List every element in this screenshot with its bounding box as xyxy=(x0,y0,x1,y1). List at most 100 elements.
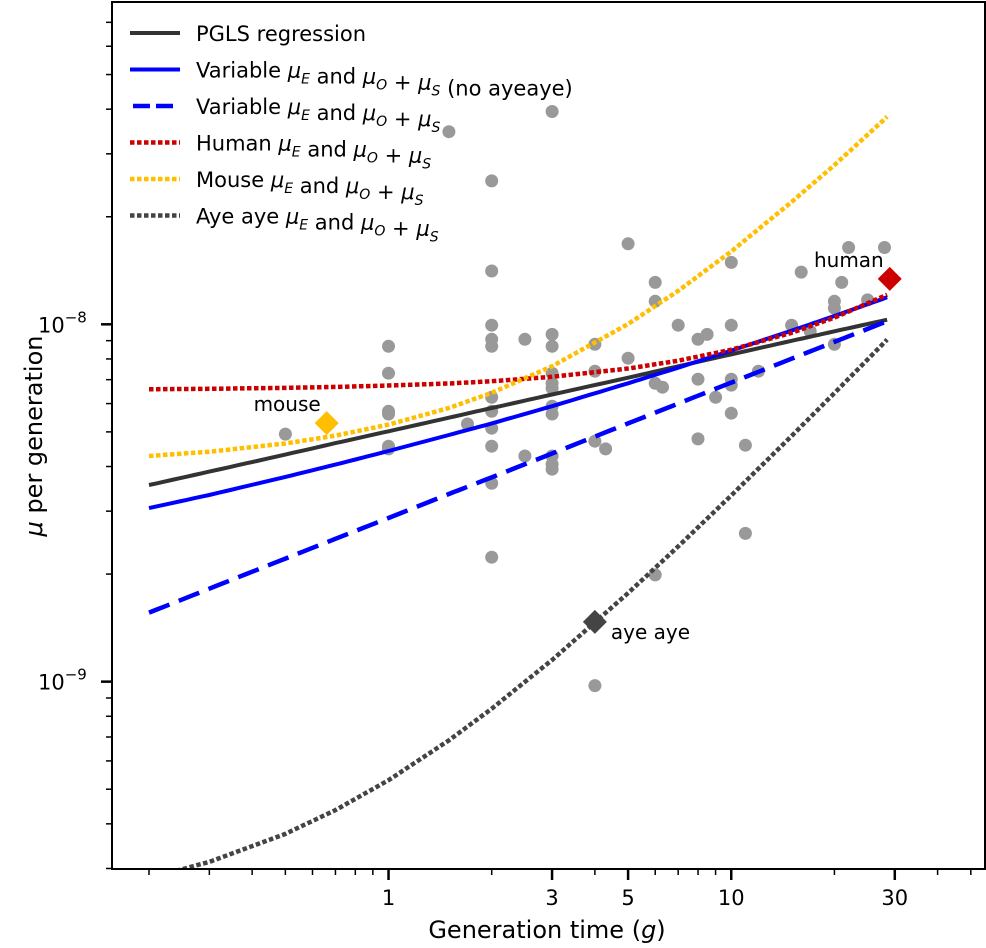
legend-math-subscript: S xyxy=(430,230,439,246)
legend-label: Variable μE and μO + μS (no ayeaye) xyxy=(196,59,573,101)
y-tick-exponent: −9 xyxy=(65,666,87,684)
label-mouse: mouse xyxy=(254,392,321,416)
y-tick-label: 10−8 xyxy=(38,308,87,337)
data-point xyxy=(545,327,559,341)
legend-item-variable-no-ayeaye: Variable μE and μO + μS (no ayeaye) xyxy=(130,59,573,101)
legend-text-part: (no ayeaye) xyxy=(440,77,572,101)
legend-text-part: and xyxy=(301,138,354,162)
line-ayeaye xyxy=(174,338,889,869)
plot-frame xyxy=(111,1,986,870)
y-tick-base: 10 xyxy=(38,671,65,695)
legend-math-subscript: O xyxy=(359,187,370,203)
data-point xyxy=(656,380,669,394)
label-ayeaye: aye aye xyxy=(611,620,690,644)
legend-text-part: and xyxy=(310,65,363,89)
legend-text-part: Variable xyxy=(196,95,288,119)
data-point xyxy=(599,442,613,456)
data-point xyxy=(382,339,395,353)
data-point xyxy=(518,449,532,463)
marker-ayeaye xyxy=(582,609,607,634)
legend-text-part: and xyxy=(293,174,346,198)
y-tick-exponent: −8 xyxy=(65,308,87,326)
annotations: mouse human aye aye xyxy=(254,248,902,644)
data-point xyxy=(485,339,499,353)
marker-human xyxy=(877,266,902,291)
legend-math-subscript: E xyxy=(301,108,310,124)
legend-math-symbol: μ xyxy=(417,107,431,131)
data-point xyxy=(700,327,714,341)
data-point xyxy=(442,125,456,139)
legend-math-symbol: μ xyxy=(345,174,359,198)
data-point xyxy=(621,237,635,251)
line-mouse xyxy=(148,115,889,459)
legend-math-symbol: μ xyxy=(277,132,291,156)
legend-math-symbol: μ xyxy=(417,71,431,95)
data-point xyxy=(485,174,499,188)
legend-math-subscript: O xyxy=(374,224,385,240)
data-point xyxy=(827,301,841,315)
data-point xyxy=(648,275,662,289)
line-variable xyxy=(148,319,888,615)
legend-item-ayeaye: Aye aye μE and μO + μS xyxy=(130,205,439,246)
legend-math-subscript: E xyxy=(292,145,301,161)
data-point xyxy=(485,264,499,278)
legend-math-subscript: E xyxy=(284,181,293,197)
legend-text-part: Human xyxy=(196,132,278,156)
data-point xyxy=(382,407,395,421)
legend-math-symbol: μ xyxy=(287,59,301,83)
x-tick-label: 30 xyxy=(881,886,908,910)
legend-math-subscript: S xyxy=(415,193,424,209)
legend-math-subscript: S xyxy=(422,157,431,173)
x-axis-label-close: ) xyxy=(656,916,665,944)
legend-math-subscript: S xyxy=(432,120,441,136)
legend-text-part: + xyxy=(370,180,401,204)
data-point xyxy=(545,407,559,421)
legend-math-symbol: μ xyxy=(362,65,376,89)
data-point xyxy=(545,381,559,395)
legend-math-subscript: E xyxy=(301,72,310,88)
legend-text-part: and xyxy=(308,211,361,235)
legend-text-part: and xyxy=(310,101,363,125)
legend-math-symbol: μ xyxy=(287,95,301,119)
data-point xyxy=(518,332,532,346)
data-point xyxy=(485,439,499,453)
legend-label: Human μE and μO + μS xyxy=(196,132,431,173)
data-point xyxy=(485,550,499,564)
data-point xyxy=(738,438,752,452)
y-axis-label: μ per generation xyxy=(20,336,48,538)
series-lines xyxy=(148,115,889,869)
data-point xyxy=(709,390,723,404)
line-human xyxy=(148,292,889,392)
data-point xyxy=(588,679,602,693)
data-point xyxy=(738,526,752,540)
legend-text-part: + xyxy=(387,107,418,131)
legend-math-symbol: μ xyxy=(408,144,422,168)
y-axis-label-symbol: μ xyxy=(20,521,48,537)
legend-math-symbol: μ xyxy=(362,101,376,125)
legend-text-part: Aye aye xyxy=(196,205,286,229)
legend-math-subscript: E xyxy=(299,218,308,234)
data-point xyxy=(724,255,738,269)
legend-math-symbol: μ xyxy=(353,138,367,162)
legend-label: Aye aye μE and μO + μS xyxy=(196,205,439,246)
legend-math-subscript: O xyxy=(376,114,387,130)
marker-mouse xyxy=(314,411,339,436)
x-axis: 1 3 5 10 30 xyxy=(148,869,972,910)
data-point xyxy=(545,462,559,476)
label-human: human xyxy=(814,248,884,272)
legend-text-part: + xyxy=(387,71,418,95)
legend-text-part: Variable xyxy=(196,59,288,83)
data-point xyxy=(545,339,559,353)
y-axis: 10−9 10−8 xyxy=(38,21,112,870)
legend-item-pgls: PGLS regression xyxy=(130,22,366,46)
x-axis-label-var: g xyxy=(641,916,656,944)
data-point xyxy=(691,372,705,386)
data-point xyxy=(835,275,849,289)
data-point xyxy=(621,351,635,365)
legend-text-part: + xyxy=(378,144,409,168)
data-point xyxy=(278,427,292,441)
data-point xyxy=(842,241,856,254)
legend-text-part: PGLS regression xyxy=(196,22,366,46)
